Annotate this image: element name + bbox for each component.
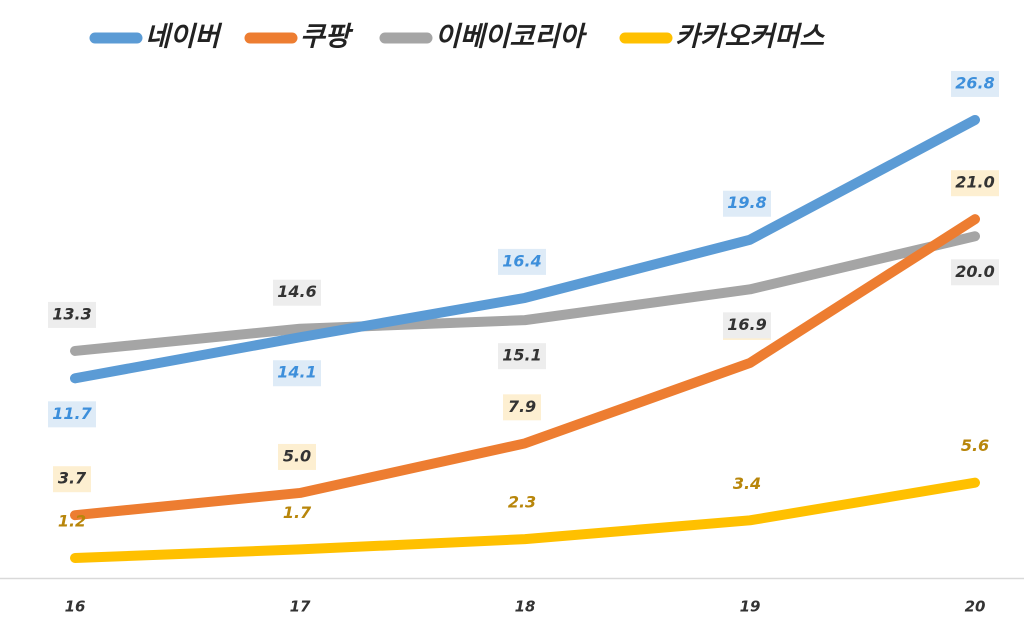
data-label: 16.9 [727, 315, 766, 334]
x-tick-label: 17 [290, 598, 311, 616]
label-bg [951, 70, 999, 97]
label-bg [723, 190, 771, 217]
label-bg [951, 259, 999, 286]
label-bg [503, 394, 541, 421]
label-bg [53, 466, 91, 493]
data-label: 20.0 [955, 262, 994, 281]
data-label: 16.4 [502, 251, 541, 270]
data-label: 13.3 [52, 304, 91, 323]
data-label: 3.4 [733, 474, 761, 493]
data-label: 19.8 [727, 193, 766, 212]
label-bg [48, 401, 96, 428]
legend-label: 네이버 [145, 22, 223, 53]
data-label: 5.0 [283, 446, 311, 465]
label-bg [273, 279, 321, 306]
x-tick-label: 16 [65, 598, 86, 616]
legend-label: 카카오커머스 [675, 22, 825, 53]
data-label: 15.1 [502, 346, 541, 365]
label-bg [723, 312, 771, 339]
data-label: 2.3 [508, 493, 536, 512]
data-label: 5.6 [961, 436, 989, 455]
data-label: 14.1 [277, 363, 316, 382]
data-label: 11.7 [52, 404, 92, 423]
label-bg [48, 301, 96, 328]
legend-label: 쿠팡 [300, 22, 354, 53]
label-bg [498, 248, 546, 275]
data-label: 21.0 [955, 173, 994, 192]
x-tick-label: 19 [740, 598, 761, 616]
data-label: 7.9 [508, 397, 536, 416]
label-bg [278, 443, 316, 470]
x-tick-label: 18 [515, 598, 536, 616]
data-label: 14.6 [277, 282, 316, 301]
label-bg [498, 343, 546, 370]
series-line [70, 477, 980, 563]
label-bg [273, 360, 321, 387]
series-line [70, 114, 980, 384]
data-label: 1.2 [58, 511, 86, 530]
label-bg [951, 170, 999, 197]
series-line [70, 214, 980, 521]
series-line [70, 231, 980, 356]
data-label: 3.7 [58, 469, 87, 488]
data-label: 26.8 [955, 73, 994, 92]
legend-label: 이베이코리아 [435, 22, 587, 53]
data-label: 1.7 [283, 503, 312, 522]
x-tick-label: 20 [965, 598, 986, 616]
